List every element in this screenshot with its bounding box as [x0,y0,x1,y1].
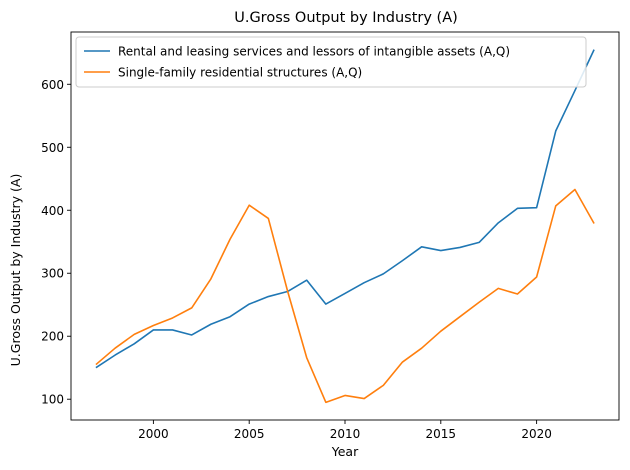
y-tick-label: 200 [41,330,64,344]
y-tick-label: 300 [41,267,64,281]
legend-label-1: Rental and leasing services and lessors … [118,45,510,59]
x-tick-label: 2015 [426,427,457,441]
chart-title: U.Gross Output by Industry (A) [234,10,458,26]
series-line-1 [95,49,595,369]
y-tick-label: 100 [41,393,64,407]
legend-box [75,36,587,88]
y-tick-label: 400 [41,204,64,218]
y-tick-label: 500 [41,141,64,155]
series-lines [95,49,595,404]
plot-area [70,31,620,421]
y-tick-label: 600 [41,78,64,92]
x-axis-label: Year [331,444,359,459]
plot-frame [70,31,620,421]
y-axis-label: U.Gross Output by Industry (A) [8,174,23,367]
series-line-2 [95,188,595,404]
x-tick-label: 2010 [330,427,361,441]
x-tick-label: 2000 [138,427,169,441]
y-axis: 100 200 300 400 500 600 [41,78,71,407]
legend-label-2: Single-family residential structures (A,… [118,66,362,80]
x-tick-label: 2020 [521,427,552,441]
x-tick-label: 2005 [234,427,265,441]
x-axis: 2000 2005 2010 2015 2020 [138,420,552,441]
legend: Rental and leasing services and lessors … [75,36,587,88]
